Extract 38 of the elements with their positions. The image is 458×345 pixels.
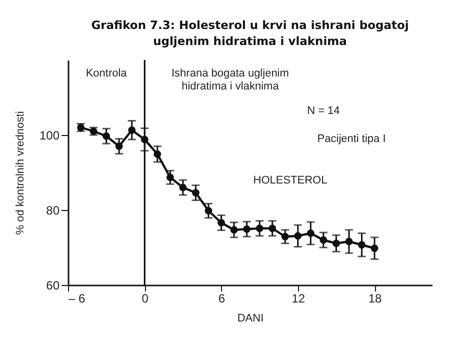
chart-title: Grafikon 7.3: Holesterol u krvi na ishrani bogatoj ugljenim hidratima i vlaknima bbox=[91, 18, 409, 48]
y-tick-label: 80 bbox=[46, 204, 60, 218]
x-tick-label: 6 bbox=[218, 292, 226, 306]
point bbox=[281, 232, 289, 240]
point bbox=[345, 238, 353, 246]
point bbox=[370, 244, 378, 252]
point bbox=[268, 224, 276, 232]
point bbox=[115, 142, 123, 150]
point bbox=[358, 241, 366, 249]
point bbox=[230, 226, 238, 234]
annotation: N = 14 bbox=[307, 105, 340, 117]
point bbox=[154, 150, 162, 158]
x-tick-label: 0 bbox=[142, 292, 149, 306]
y-tick-label: 60 bbox=[46, 278, 60, 292]
point bbox=[306, 230, 314, 237]
y-tick-label: 100 bbox=[39, 128, 60, 142]
point bbox=[128, 126, 136, 134]
point bbox=[179, 184, 187, 192]
point bbox=[332, 240, 340, 248]
annotation: HOLESTEROL bbox=[253, 174, 328, 186]
point bbox=[102, 132, 110, 140]
annotation: Ishrana bogata ugljenim hidratima i vlaknima bbox=[171, 68, 289, 92]
point bbox=[243, 225, 251, 233]
x-tick-label: 18 bbox=[368, 292, 382, 306]
y-axis-title: % od kontrolnih vrednosti bbox=[14, 111, 26, 235]
point bbox=[192, 189, 200, 196]
point bbox=[166, 174, 174, 182]
point bbox=[256, 224, 264, 232]
point bbox=[294, 232, 302, 240]
x-tick-label: – 6 bbox=[68, 292, 86, 306]
point bbox=[320, 236, 328, 244]
x-axis-title: DANI bbox=[237, 312, 264, 324]
annotation: Kontrola bbox=[86, 68, 128, 80]
x-tick-label: 12 bbox=[292, 292, 306, 306]
annotation: Pacijenti tipa I bbox=[317, 133, 386, 146]
point bbox=[218, 219, 225, 226]
point bbox=[204, 207, 212, 214]
point bbox=[140, 136, 148, 144]
